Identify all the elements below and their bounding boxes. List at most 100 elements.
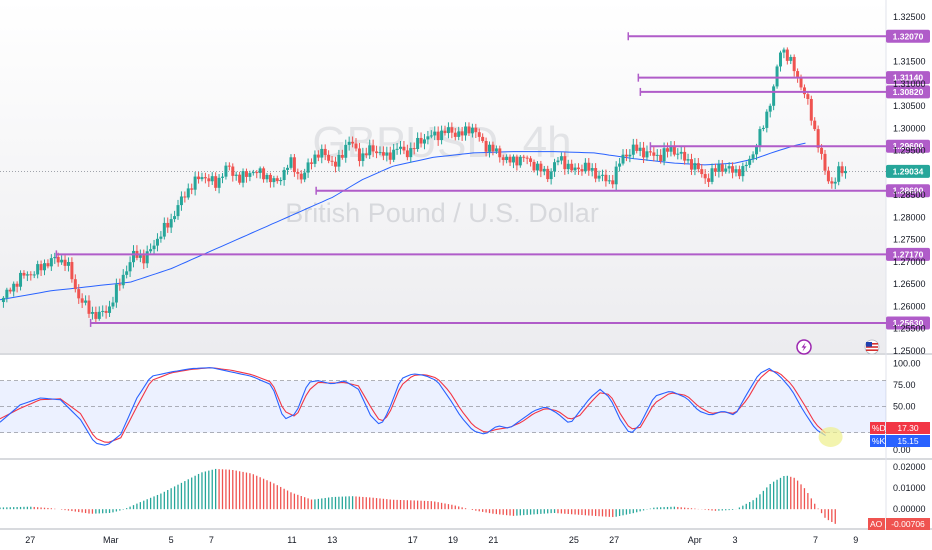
candle-body <box>710 168 714 182</box>
candle-body <box>419 137 423 144</box>
time-tick-label: 7 <box>209 535 214 545</box>
candle-body <box>590 168 594 171</box>
ao-tick-label: 0.02000 <box>893 462 926 472</box>
level-badge <box>886 71 930 85</box>
candle-body <box>84 300 88 303</box>
candle-body <box>840 166 844 174</box>
candle-body <box>56 256 60 263</box>
candle-body <box>672 146 676 155</box>
candle-body <box>275 178 279 182</box>
candle-body <box>532 161 536 171</box>
candle-body <box>19 272 23 287</box>
candle-body <box>782 49 786 53</box>
candle-body <box>25 274 29 276</box>
candle-body <box>405 150 409 158</box>
candle-body <box>361 153 365 162</box>
candle-body <box>142 255 146 264</box>
candle-body <box>648 151 652 153</box>
candle-body <box>190 188 194 190</box>
candle-body <box>481 136 485 141</box>
candle-body <box>1 297 5 303</box>
candle-body <box>227 165 231 167</box>
ao-tick-label: 0.01000 <box>893 483 926 493</box>
level-label: 1.29600 <box>893 141 924 151</box>
candle-body <box>501 157 505 161</box>
price-tick-label: 1.31500 <box>893 57 926 67</box>
candle-body <box>289 157 293 168</box>
candle-body <box>720 164 724 172</box>
current-price-badge <box>886 164 930 178</box>
candle-body <box>806 94 810 99</box>
candle-body <box>474 127 478 133</box>
level-badge <box>886 85 930 99</box>
candle-body <box>464 126 468 136</box>
candle-body <box>689 159 693 170</box>
candle-body <box>197 176 201 180</box>
candle-body <box>457 131 461 137</box>
level-badge <box>886 316 930 330</box>
horizontal-levels[interactable]: 1.32070 1.31140 1.30820 1.29600 1.28600 1.271… <box>55 29 930 330</box>
candle-body <box>214 176 218 188</box>
level-badge <box>886 184 930 198</box>
candle-body <box>66 262 70 266</box>
candle-body <box>173 216 177 220</box>
stochastic-k-badge <box>886 435 930 447</box>
time-tick-label: 13 <box>327 535 337 545</box>
stochastic-tick-label: 50.00 <box>893 402 916 412</box>
candle-body <box>241 171 245 183</box>
stochastic-tick-label: 75.00 <box>893 380 916 390</box>
price-tick-label: 1.30000 <box>893 123 926 133</box>
candle-body <box>77 289 81 299</box>
level-label: 1.28600 <box>893 186 924 196</box>
candle-body <box>12 283 16 292</box>
candle-body <box>604 174 608 182</box>
time-axis[interactable]: 27 Mar 5 7 11 13 17 19 21 25 27 Apr 3 7 9 <box>25 535 858 545</box>
candle-body <box>231 166 235 176</box>
us-flag-icon[interactable] <box>864 339 880 355</box>
candle-body <box>364 153 368 156</box>
time-tick-label: 11 <box>287 535 296 545</box>
candle-body <box>525 157 529 159</box>
candle-body <box>347 141 351 145</box>
time-tick-label: 5 <box>169 535 174 545</box>
candle-body <box>43 263 47 271</box>
ao-tick-label: 0.00000 <box>893 504 926 514</box>
candle-body <box>642 147 646 158</box>
candle-body <box>320 148 324 158</box>
candle-body <box>734 169 738 173</box>
candle-body <box>529 158 533 162</box>
candle-body <box>111 302 115 307</box>
candle-body <box>587 162 591 171</box>
candle-body <box>255 172 259 174</box>
candle-body <box>683 151 687 161</box>
price-pane-background <box>0 0 886 353</box>
price-tick-label: 1.25000 <box>893 346 926 356</box>
candle-body <box>577 167 581 170</box>
ao-badge <box>886 518 930 530</box>
time-tick-label: 17 <box>408 535 418 545</box>
candle-body <box>221 176 225 178</box>
candle-body <box>217 177 221 188</box>
candle-body <box>8 289 12 292</box>
time-tick-label: 21 <box>488 535 498 545</box>
candle-body <box>90 312 94 314</box>
candle-body <box>484 140 488 152</box>
candle-body <box>761 127 765 130</box>
candle-body <box>145 251 149 264</box>
candle-body <box>282 169 286 180</box>
candle-body <box>385 152 389 156</box>
flash-icon[interactable] <box>796 339 812 355</box>
candle-body <box>488 144 492 152</box>
candle-body <box>155 238 159 246</box>
candle-body <box>679 151 683 154</box>
ao-value: -0.00706 <box>891 519 925 529</box>
ao-tag <box>868 518 885 530</box>
candle-body <box>371 145 375 152</box>
time-tick-label: 19 <box>448 535 458 545</box>
candle-body <box>755 146 759 155</box>
candle-body <box>399 146 403 149</box>
candle-body <box>511 156 515 163</box>
candle-body <box>262 168 266 180</box>
price-axis[interactable]: 1.32500 1.31500 1.31000 1.30500 1.30000 1.295… <box>868 12 930 530</box>
